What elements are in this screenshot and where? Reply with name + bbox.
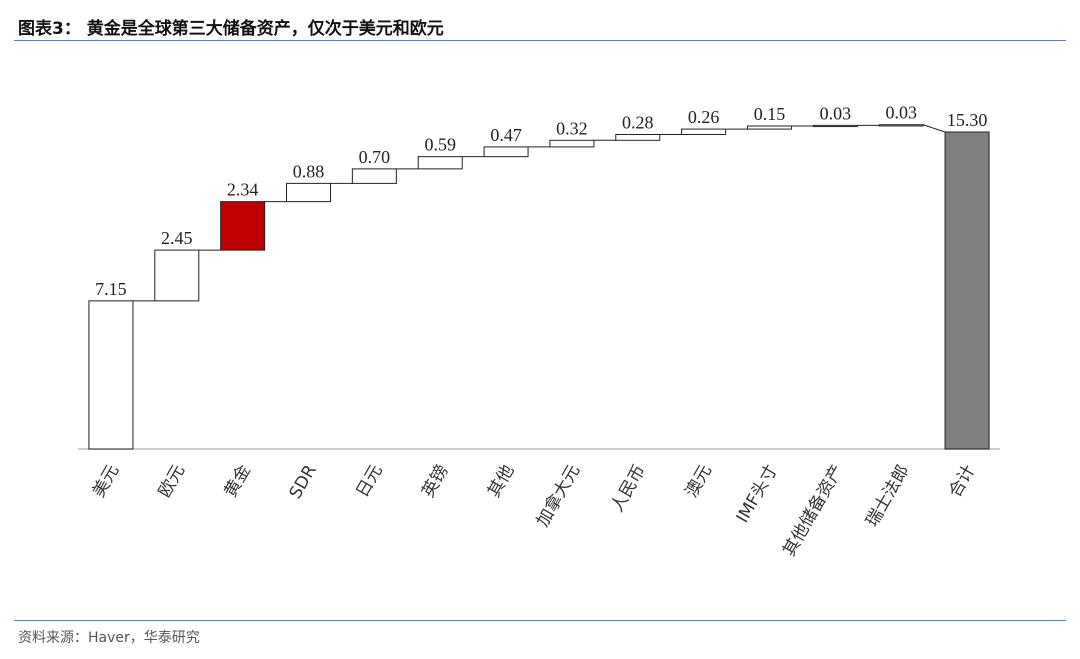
category-label: 瑞士法郎 (862, 462, 913, 531)
category-label: 合计 (945, 462, 979, 501)
value-label: 0.28 (622, 112, 654, 132)
bar-美元 (88, 300, 134, 450)
value-label: 15.30 (947, 110, 988, 130)
value-label: 0.03 (885, 103, 917, 123)
category-label: IMF头寸 (733, 462, 782, 527)
category-label: 其他储备资产 (779, 462, 847, 560)
value-label: 0.26 (688, 107, 720, 127)
category-label: 人民币 (607, 462, 650, 516)
category-label: 其他 (484, 462, 518, 501)
category-label: 澳元 (682, 462, 716, 501)
bar-瑞士法郎 (878, 124, 924, 127)
bar-澳元 (681, 128, 727, 135)
category-label: 日元 (352, 462, 386, 501)
category-label: 加拿大元 (532, 461, 584, 530)
value-label: 0.32 (556, 118, 588, 138)
value-label: 0.70 (359, 147, 391, 167)
footer-divider (14, 620, 1066, 621)
value-label: 0.15 (754, 104, 786, 124)
bar-黄金 (220, 201, 266, 251)
category-label: 黄金 (221, 462, 255, 501)
waterfall-chart: 7.15 美元 2.45 欧元 2.34 黄金 0.88 SDR 0.70 日元 0.59 英镑 0.4… (78, 103, 1000, 560)
category-label: 欧元 (155, 462, 189, 501)
bar-人民币 (615, 133, 661, 141)
value-label: 2.34 (227, 180, 259, 200)
bar-IMF头寸 (747, 125, 792, 130)
value-label: 0.47 (490, 125, 522, 145)
connector-line (923, 124, 946, 133)
value-label: 2.45 (161, 228, 193, 248)
bar-合计 (944, 131, 990, 450)
bar-SDR (286, 182, 331, 203)
category-label: 英镑 (418, 462, 452, 501)
bar-其他储备资产 (812, 124, 858, 128)
value-label: 0.59 (424, 135, 456, 155)
value-label: 0.03 (820, 103, 852, 123)
category-label: SDR (286, 461, 321, 502)
value-label: 0.88 (293, 161, 325, 181)
bar-加拿大元 (549, 139, 595, 148)
category-label: 美元 (89, 462, 123, 501)
value-label: 7.15 (95, 279, 127, 299)
bar-英镑 (417, 156, 463, 170)
source-note: 资料来源：Haver，华泰研究 (18, 630, 200, 646)
bar-日元 (351, 168, 397, 184)
title-divider (14, 40, 1066, 41)
bar-欧元 (154, 249, 200, 302)
chart-title: 图表3： 黄金是全球第三大储备资产，仅次于美元和欧元 (18, 19, 444, 39)
bar-其他 (483, 146, 529, 158)
